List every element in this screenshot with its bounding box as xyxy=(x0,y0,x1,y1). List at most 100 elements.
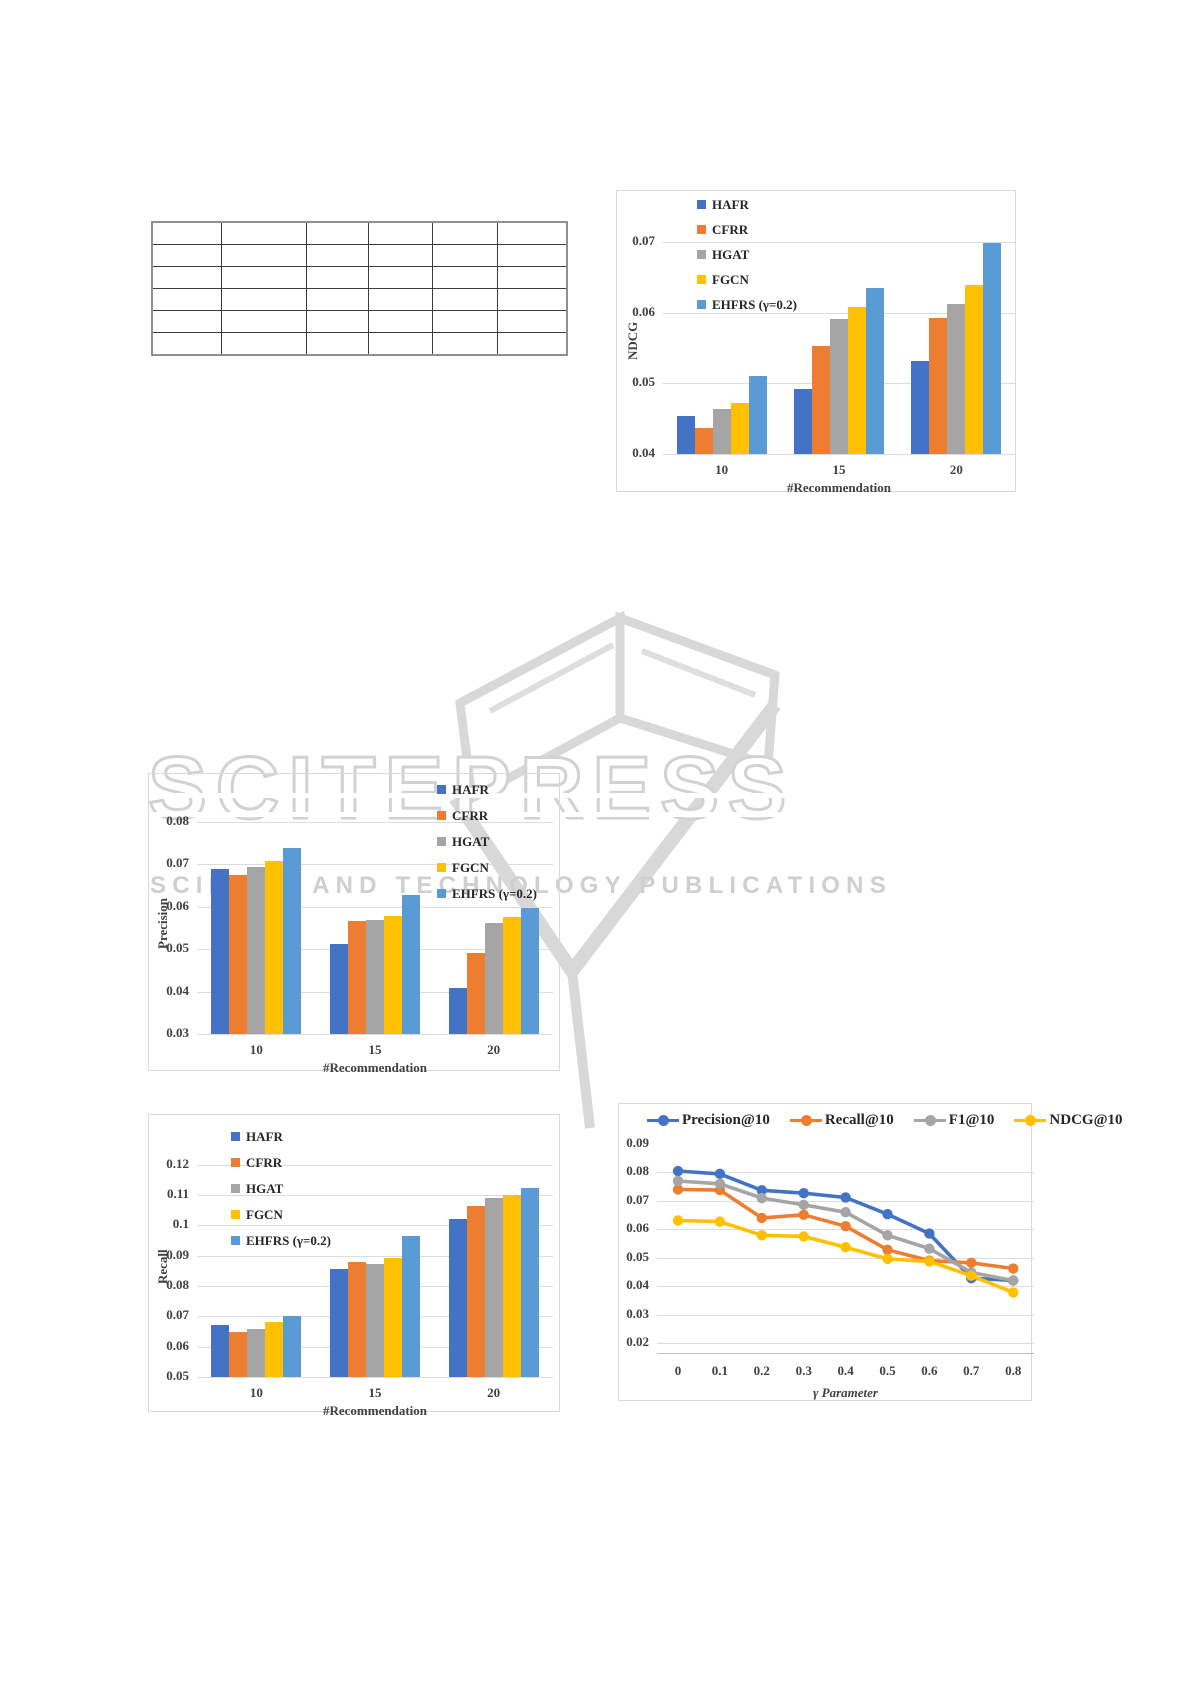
y-axis-title: NDCG xyxy=(625,321,640,360)
gridline xyxy=(197,864,553,866)
x-tick-label: 0 xyxy=(674,1363,682,1378)
data-point xyxy=(882,1230,893,1241)
data-point xyxy=(672,1184,684,1195)
legend-swatch xyxy=(231,1184,240,1193)
x-tick-label: 20 xyxy=(487,1042,501,1057)
gridline xyxy=(663,312,1015,314)
x-axis-title: #Recommendation xyxy=(787,480,891,495)
bar-hgat xyxy=(247,1329,266,1377)
x-tick-label: 0.6 xyxy=(921,1363,938,1378)
table-cell xyxy=(152,244,222,267)
table-cell xyxy=(305,288,370,311)
data-point xyxy=(840,1207,851,1218)
x-tick-label: 20 xyxy=(487,1385,501,1400)
legend-swatch xyxy=(231,1132,240,1141)
table-cell xyxy=(152,222,222,245)
results-table xyxy=(151,221,568,356)
table-cell xyxy=(152,288,222,311)
y-tick-label: 0.05 xyxy=(166,940,189,956)
table-cell xyxy=(220,332,307,355)
legend-label: EHFRS (γ=0.2) xyxy=(712,296,797,312)
y-tick-label: 0.03 xyxy=(166,1025,189,1040)
legend-swatch xyxy=(437,785,446,794)
legend-dot xyxy=(1025,1115,1037,1126)
legend-swatch xyxy=(437,837,446,846)
y-tick-label: 0.06 xyxy=(166,1337,189,1353)
table-cell xyxy=(152,310,222,333)
bar-cfrr xyxy=(812,345,830,454)
table-cell xyxy=(368,266,434,289)
chart-frame: 0.05 0.06 0.07 0.08 0.09 0.1 0.11 0.12 Recall 10 1… xyxy=(148,1114,560,1418)
y-tick-label: 0.08 xyxy=(166,812,189,828)
plot-area xyxy=(197,1156,553,1378)
table-cell xyxy=(432,222,499,245)
data-point xyxy=(966,1270,977,1281)
table-cell xyxy=(432,266,499,289)
gridline xyxy=(663,454,1015,455)
data-point xyxy=(924,1228,935,1239)
table-cell xyxy=(368,222,434,245)
table-cell xyxy=(497,244,567,267)
x-tick-label: 0.7 xyxy=(963,1363,980,1378)
legend-swatch xyxy=(697,200,706,209)
legend-item: FGCN xyxy=(437,858,537,877)
legend-swatch xyxy=(437,811,446,820)
legend-item: NDCG@10 xyxy=(1014,1112,1123,1129)
bar-hafr xyxy=(211,868,230,1034)
y-tick-label: 0.09 xyxy=(626,1135,649,1150)
plot-area xyxy=(657,1144,1034,1354)
table-cell xyxy=(497,266,567,289)
y-tick-label: 0.05 xyxy=(166,1368,189,1383)
y-tick-label: 0.02 xyxy=(626,1334,649,1350)
x-tick-label: 0.1 xyxy=(711,1363,729,1378)
table-cell xyxy=(220,310,307,333)
data-point xyxy=(882,1209,893,1220)
y-tick-label: 0.06 xyxy=(632,303,655,319)
y-tick-label: 0.1 xyxy=(172,1216,189,1232)
table-cell xyxy=(497,332,567,355)
x-tick-label: 15 xyxy=(368,1385,382,1400)
bar-fgcn xyxy=(384,1257,402,1377)
legend-swatch xyxy=(697,300,706,309)
legend-item: Recall@10 xyxy=(789,1112,894,1129)
table-row xyxy=(152,222,567,245)
table-cell xyxy=(305,222,370,245)
gridline xyxy=(657,1172,1034,1174)
data-point xyxy=(798,1187,809,1199)
table-cell xyxy=(368,332,434,355)
legend-label: FGCN xyxy=(712,271,749,287)
data-point xyxy=(756,1230,767,1241)
legend-dot xyxy=(924,1115,936,1126)
bar-hafr xyxy=(448,1219,467,1377)
y-tick-label: 0.05 xyxy=(632,374,655,390)
bar-ehfrs xyxy=(520,908,539,1034)
legend-label: FGCN xyxy=(452,859,489,875)
bar-fgcn xyxy=(384,915,402,1034)
table-row xyxy=(152,310,567,333)
chart-frame: 0.02 0.03 0.04 0.05 0.06 0.07 0.08 0.09 0 0.1 0.2 0… xyxy=(618,1103,1123,1401)
legend-line-marker xyxy=(647,1115,679,1126)
y-tick-label: 0.04 xyxy=(626,1277,649,1293)
gridline xyxy=(197,1255,553,1257)
y-axis-title: Precision xyxy=(155,897,170,950)
bar-cfrr xyxy=(348,1261,366,1377)
gridline xyxy=(663,241,1015,243)
bar-hgat xyxy=(247,867,266,1034)
data-point xyxy=(672,1165,684,1177)
bar-hafr xyxy=(676,415,695,454)
legend-swatch xyxy=(697,275,706,284)
bar-cfrr xyxy=(929,317,948,454)
y-tick-label: 0.09 xyxy=(166,1246,189,1262)
legend: Precision@10 Recall@10 F1@10 NDCG@10 xyxy=(647,1112,1123,1129)
x-tick-label: 0.4 xyxy=(837,1363,854,1378)
gridline xyxy=(197,1377,553,1378)
legend-swatch xyxy=(437,889,446,898)
y-tick-label: 0.11 xyxy=(166,1186,189,1202)
y-axis-title: Recall xyxy=(155,1249,170,1284)
table-cell xyxy=(305,266,370,289)
bar-fgcn xyxy=(965,285,984,454)
legend-label: NDCG@10 xyxy=(1049,1112,1123,1128)
bar-fgcn xyxy=(265,860,284,1034)
legend-dot xyxy=(800,1115,812,1126)
